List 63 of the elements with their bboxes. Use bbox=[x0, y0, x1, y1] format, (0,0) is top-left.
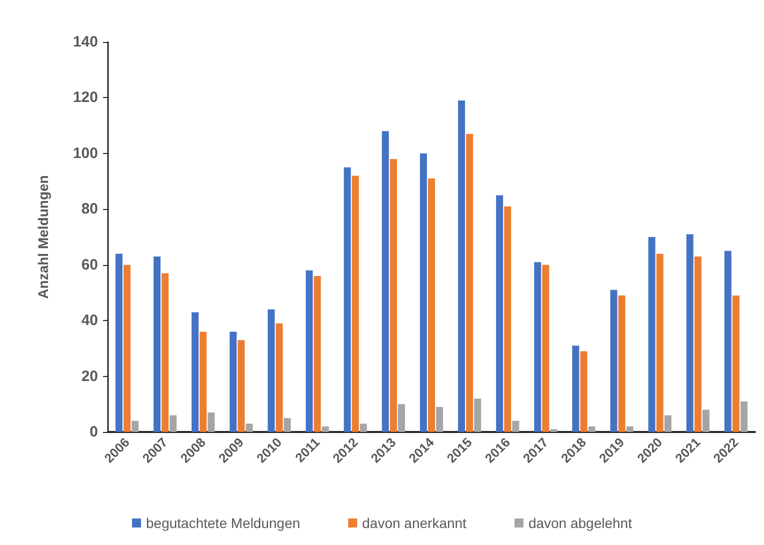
bar bbox=[390, 159, 397, 432]
bar bbox=[664, 415, 672, 432]
bar bbox=[276, 323, 283, 432]
bar bbox=[238, 340, 245, 432]
y-tick-label: 40 bbox=[81, 312, 98, 330]
bar bbox=[382, 131, 389, 432]
legend-label: davon anerkannt bbox=[362, 515, 467, 531]
bar bbox=[306, 270, 313, 432]
bar bbox=[648, 237, 656, 432]
y-tick-label: 140 bbox=[72, 34, 98, 50]
bar bbox=[344, 167, 351, 432]
bar bbox=[740, 401, 748, 432]
bar bbox=[724, 250, 732, 432]
bar bbox=[208, 412, 215, 432]
bar bbox=[115, 254, 122, 432]
y-tick-label: 20 bbox=[81, 368, 98, 385]
bar bbox=[170, 415, 177, 432]
bar bbox=[702, 410, 710, 432]
bar bbox=[686, 234, 694, 432]
bar bbox=[192, 312, 199, 432]
bar bbox=[550, 429, 558, 432]
y-tick-label: 60 bbox=[81, 256, 98, 274]
bar bbox=[542, 264, 550, 432]
bar bbox=[572, 346, 580, 432]
bar bbox=[534, 262, 542, 432]
bar bbox=[656, 254, 664, 432]
bar bbox=[458, 100, 466, 432]
bar bbox=[512, 420, 520, 432]
bar bbox=[200, 332, 207, 432]
bar bbox=[230, 332, 237, 432]
bar bbox=[284, 418, 291, 432]
bar bbox=[694, 256, 702, 432]
bar bbox=[132, 420, 139, 432]
bar bbox=[428, 178, 435, 432]
bar bbox=[162, 273, 169, 432]
bar bbox=[732, 296, 740, 432]
legend-label: davon abgelehnt bbox=[528, 515, 632, 531]
bar bbox=[352, 176, 359, 432]
y-tick-label: 100 bbox=[72, 144, 98, 162]
bar bbox=[626, 426, 634, 432]
y-axis-title: Anzahl Meldungen bbox=[35, 175, 51, 299]
bar bbox=[504, 206, 512, 432]
bar bbox=[322, 426, 329, 432]
bar bbox=[580, 351, 588, 432]
bar bbox=[420, 153, 427, 432]
bar bbox=[618, 296, 626, 432]
bar bbox=[154, 256, 161, 432]
bar bbox=[496, 195, 504, 432]
bar bbox=[588, 426, 596, 432]
bar bbox=[360, 424, 367, 432]
y-tick-label: 0 bbox=[90, 424, 98, 440]
bar bbox=[466, 134, 474, 432]
y-tick-label: 80 bbox=[81, 200, 98, 218]
bar bbox=[246, 424, 253, 432]
bar bbox=[398, 404, 405, 432]
y-tick-label: 120 bbox=[72, 89, 98, 106]
bar bbox=[268, 309, 275, 432]
legend-label: begutachtete Meldungen bbox=[146, 515, 300, 531]
bar bbox=[124, 264, 131, 432]
bar bbox=[436, 406, 444, 432]
bar bbox=[610, 290, 618, 432]
bar bbox=[474, 398, 482, 432]
bar bbox=[314, 276, 321, 432]
